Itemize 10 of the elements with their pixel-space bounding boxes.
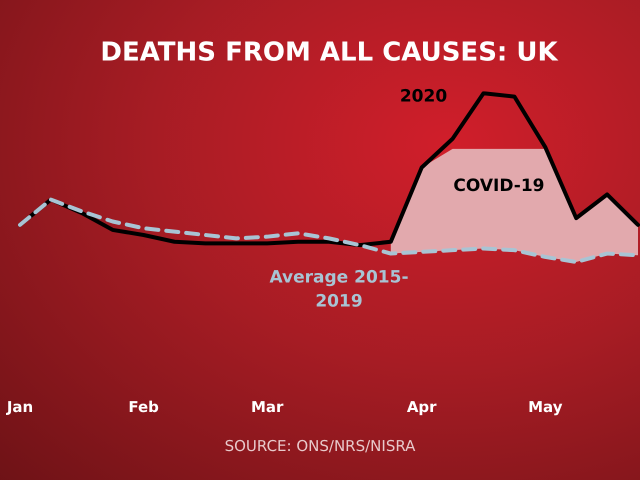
series-label: COVID-19 [453, 176, 544, 196]
series-label: Average 2015-2019 [269, 267, 409, 312]
x-tick-label: May [528, 398, 563, 416]
series-label: 2020 [400, 86, 448, 107]
x-tick-label: Apr [406, 398, 438, 416]
x-tick-label: Mar [250, 398, 284, 416]
x-tick-label: Feb [128, 398, 160, 416]
x-tick-label: Jan [6, 398, 34, 416]
source-note: SOURCE: ONS/NRS/NISRA [224, 436, 416, 455]
chart-title: DEATHS FROM ALL CAUSES: UK [100, 37, 558, 68]
